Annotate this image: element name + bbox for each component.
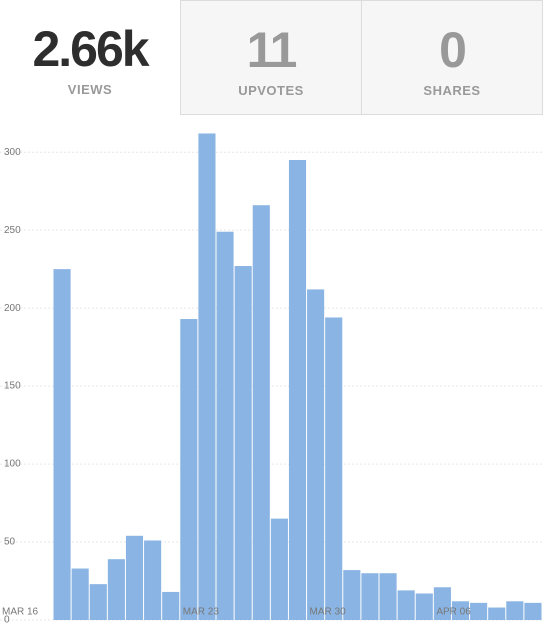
bar	[107, 559, 125, 620]
bar	[433, 587, 451, 620]
bar	[198, 133, 216, 620]
tab[interactable]: 0 SHARES	[362, 0, 543, 115]
bar	[325, 317, 343, 620]
bar	[234, 266, 252, 620]
tab[interactable]: 2.66k VIEWS	[0, 0, 181, 115]
x-tick-label: MAR 16	[2, 607, 39, 618]
x-tick-label: APR 06	[436, 607, 471, 618]
x-tick-label: MAR 23	[183, 607, 220, 618]
y-tick-label: 250	[4, 225, 21, 236]
bar	[524, 602, 542, 620]
bar	[451, 601, 470, 620]
y-tick-label: 200	[4, 303, 21, 314]
bar	[361, 573, 379, 620]
bar	[506, 601, 524, 620]
tab-label: UPVOTES	[238, 83, 304, 98]
bar	[488, 607, 506, 620]
x-tick-label: MAR 30	[310, 607, 347, 618]
y-tick-label: 50	[4, 537, 16, 548]
tab-value: 0	[439, 22, 467, 78]
bar	[252, 205, 270, 621]
tab-label: SHARES	[423, 83, 481, 98]
bar	[144, 540, 162, 620]
bar	[180, 319, 198, 620]
bar	[470, 602, 488, 620]
y-tick-label: 100	[4, 459, 21, 470]
bar	[307, 289, 325, 620]
bar	[343, 570, 361, 620]
bar	[216, 231, 234, 620]
y-tick-label: 300	[4, 147, 21, 158]
tabs: 2.66k VIEWS 11 UPVOTES 0 SHARES	[0, 0, 543, 115]
tab-value: 11	[246, 22, 298, 78]
bar	[125, 535, 144, 620]
bar	[288, 159, 307, 620]
tab-label: VIEWS	[67, 82, 113, 97]
y-tick-label: 0	[4, 615, 10, 626]
tab-value: 2.66k	[32, 21, 149, 77]
bar	[415, 593, 433, 620]
y-tick-label: 150	[4, 381, 21, 392]
bar	[53, 269, 71, 620]
bar	[162, 591, 180, 620]
bar	[379, 573, 397, 620]
bar	[89, 584, 107, 620]
tab[interactable]: 11 UPVOTES	[181, 0, 362, 115]
bar	[270, 518, 288, 620]
bar	[71, 568, 89, 620]
bar	[397, 590, 415, 620]
